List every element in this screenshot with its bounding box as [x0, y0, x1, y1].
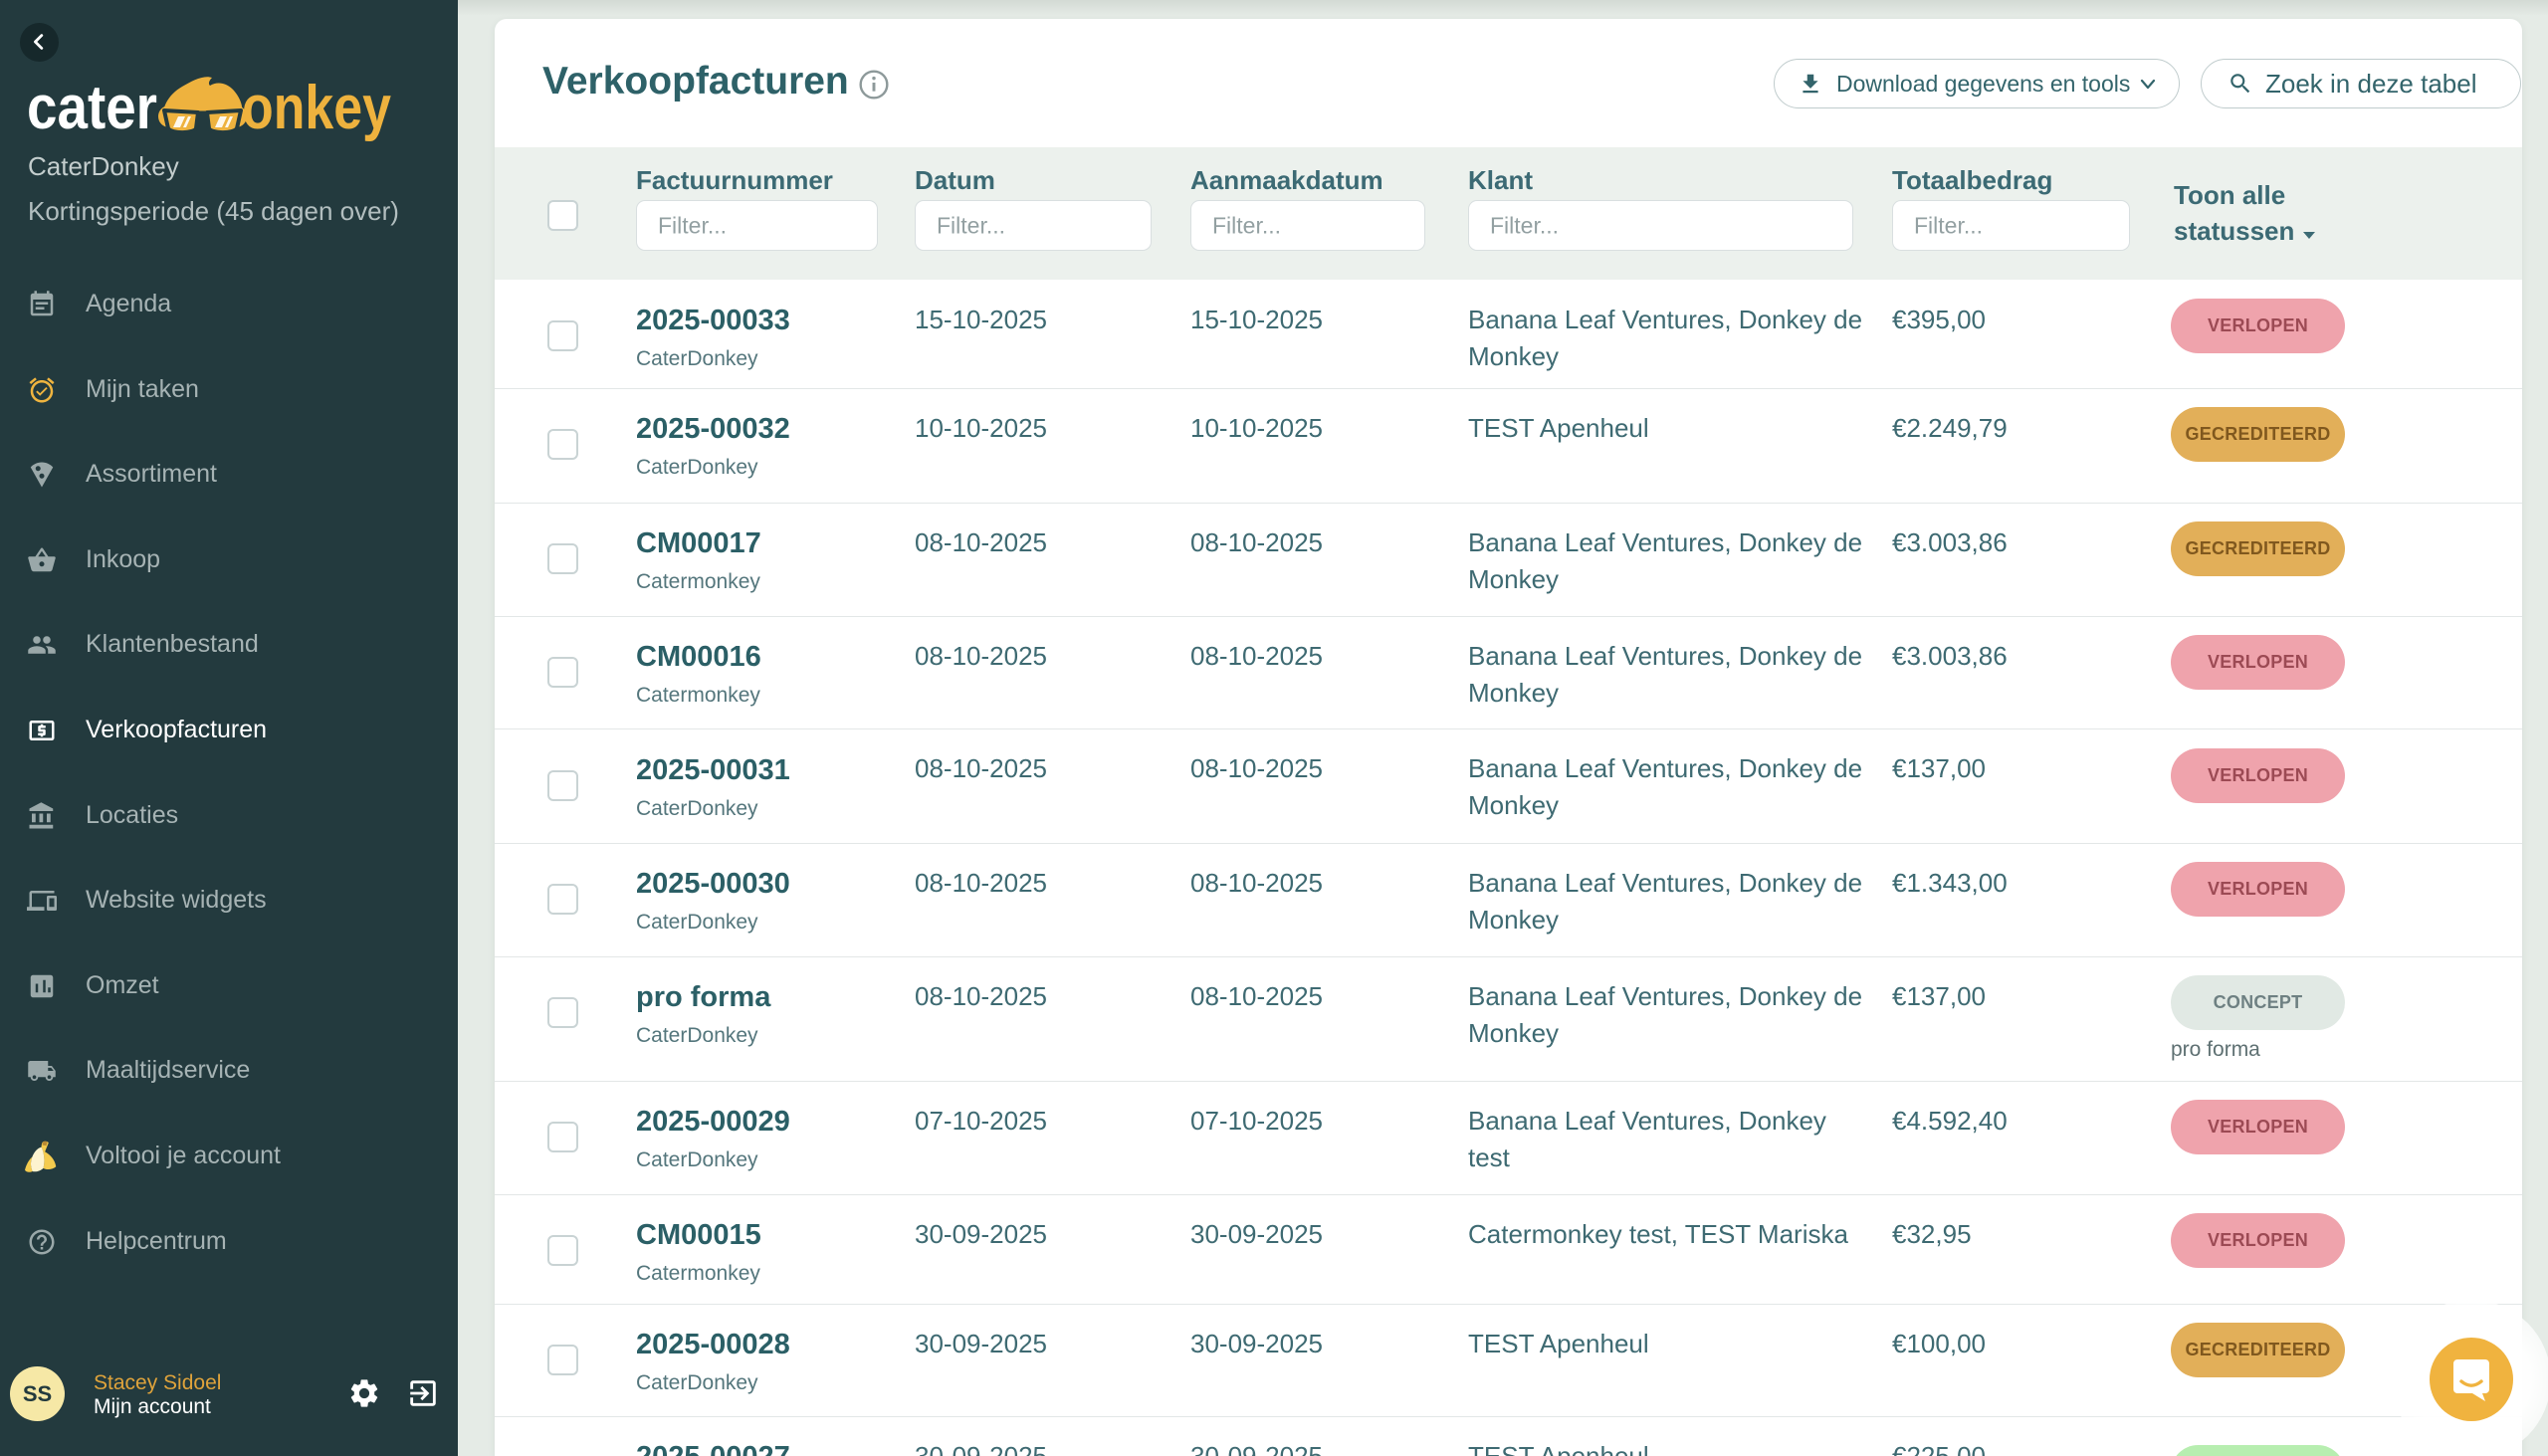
svg-text:onkey: onkey	[242, 74, 391, 141]
svg-text:cater: cater	[27, 74, 157, 141]
